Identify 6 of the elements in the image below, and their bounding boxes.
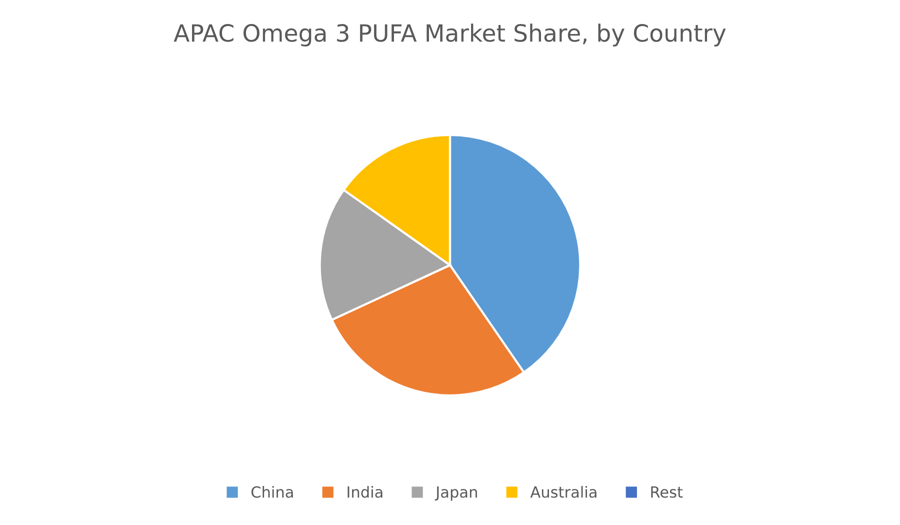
legend-label: Japan bbox=[434, 486, 477, 501]
legend-label: Rest bbox=[651, 486, 683, 498]
chart-title: APAC Omega 3 PUFA Market Share, by Country bbox=[174, 24, 726, 46]
legend-label: Australia bbox=[530, 486, 596, 498]
legend-label: India bbox=[348, 486, 382, 498]
legend-label: China bbox=[251, 486, 293, 498]
